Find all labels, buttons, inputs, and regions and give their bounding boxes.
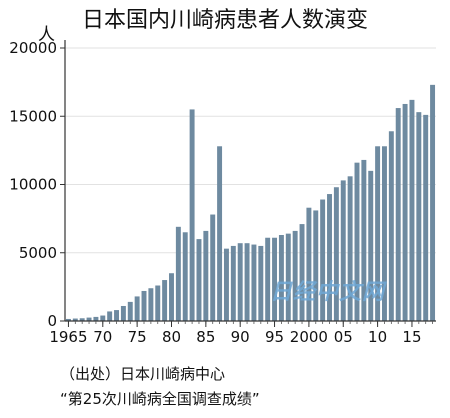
bar-1980 <box>169 273 174 321</box>
bar-1968 <box>86 317 92 321</box>
bar-2007 <box>354 162 360 321</box>
bar-1973 <box>120 305 126 321</box>
bar-1992 <box>251 244 257 321</box>
x-tick-label: 2000 <box>290 328 328 346</box>
bar-1969 <box>93 316 99 321</box>
chart-title: 日本国内川崎病患者人数演变 <box>81 8 368 33</box>
bar-2010 <box>375 146 381 321</box>
x-tick-label: 15 <box>402 328 421 346</box>
bar-2017 <box>423 114 429 321</box>
y-tick-label: 20000 <box>9 39 57 57</box>
source-line-1: （出处）日本川崎病中心 <box>60 365 226 383</box>
bar-1970 <box>100 315 106 321</box>
bar-1986 <box>210 214 216 321</box>
bar-2011 <box>381 146 387 321</box>
bar-1981 <box>175 226 181 321</box>
bar-1993 <box>258 245 264 321</box>
bar-1991 <box>244 243 250 321</box>
bar-2008 <box>361 159 367 321</box>
y-tick-label: 5000 <box>19 244 57 262</box>
x-tick-label: 85 <box>196 328 215 346</box>
bar-1987 <box>217 146 223 321</box>
x-tick-label: 80 <box>162 328 181 346</box>
bar-1975 <box>134 296 140 321</box>
source-line-2: “第25次川崎病全国调查成绩” <box>60 390 260 408</box>
bar-1995 <box>272 237 278 321</box>
bar-2012 <box>388 131 394 321</box>
bar-2000 <box>306 207 312 321</box>
bar-1967 <box>79 318 85 321</box>
bar-2002 <box>320 199 326 321</box>
bar-1972 <box>114 310 120 321</box>
bar-2006 <box>347 176 353 321</box>
bar-1999 <box>299 224 305 321</box>
bar-2015 <box>409 99 415 322</box>
bar-1989 <box>230 245 236 321</box>
bar-1988 <box>223 248 229 321</box>
bar-1984 <box>196 239 202 321</box>
bar-1978 <box>155 285 161 321</box>
bar-1974 <box>127 301 133 321</box>
bar-1998 <box>292 230 298 321</box>
bar-chart: 人 0 5000 10000 15000 20000 1965 70 75 80 85 90 95 200… <box>9 25 436 346</box>
x-tick-label: 75 <box>128 328 147 346</box>
bar-2018 <box>430 84 436 321</box>
bar-1985 <box>203 230 209 321</box>
bar-1979 <box>162 280 168 321</box>
bar-1996 <box>278 235 284 321</box>
x-tick-label: 95 <box>265 328 284 346</box>
watermark-logo: 日经中文网 <box>270 280 386 305</box>
bar-1976 <box>141 290 147 321</box>
bar-2009 <box>368 170 374 321</box>
bar-1983 <box>189 109 195 321</box>
bar-2003 <box>327 194 332 321</box>
bar-2016 <box>416 112 422 321</box>
bar-1977 <box>148 288 154 321</box>
x-tick-label: 70 <box>93 328 112 346</box>
bar-1994 <box>265 237 271 321</box>
bar-1966 <box>72 318 78 321</box>
x-tick-label: 90 <box>231 328 250 346</box>
x-tick-label: 10 <box>368 328 387 346</box>
bar-2014 <box>402 103 408 321</box>
bar-2004 <box>333 187 339 321</box>
bar-1990 <box>237 243 243 321</box>
y-axis-unit-label: 人 <box>38 25 55 45</box>
x-tick-label: 05 <box>334 328 353 346</box>
y-tick-label: 15000 <box>9 107 57 125</box>
bar-1982 <box>182 232 188 321</box>
bar-1971 <box>107 311 113 321</box>
bar-2005 <box>340 180 346 321</box>
y-tick-label: 0 <box>47 312 57 330</box>
y-tick-label: 10000 <box>9 176 57 194</box>
bar-1997 <box>285 233 291 321</box>
bar-2001 <box>313 210 319 321</box>
bar-1965 <box>65 318 71 321</box>
bar-2013 <box>395 108 401 321</box>
x-tick-label: 1965 <box>49 328 87 346</box>
